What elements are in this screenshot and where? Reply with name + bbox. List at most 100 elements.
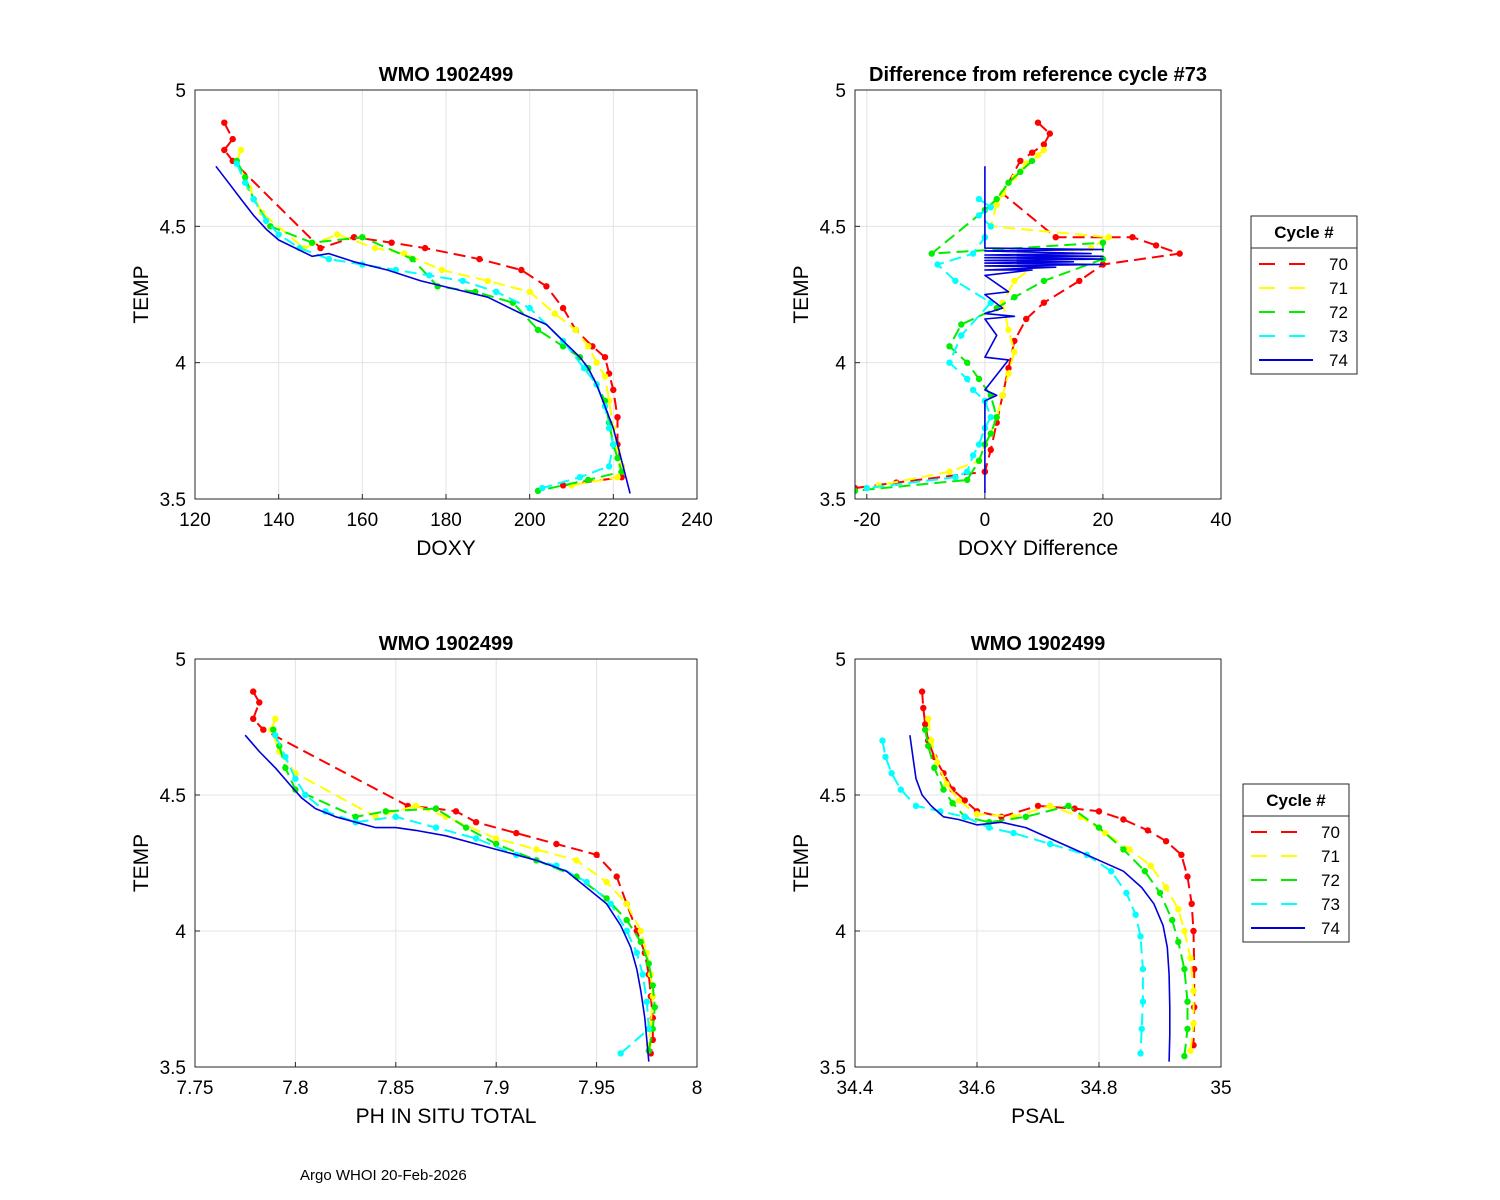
y-tick-label: 3.5 <box>820 1058 846 1079</box>
data-point-cycle-71 <box>1011 277 1018 285</box>
y-tick-label: 5 <box>175 81 186 102</box>
data-point-cycle-70 <box>1095 808 1103 815</box>
data-point-cycle-70 <box>961 797 968 804</box>
data-point-cycle-73 <box>1139 998 1147 1005</box>
data-point-cycle-71 <box>999 392 1006 399</box>
data-point-cycle-71 <box>593 359 600 366</box>
data-point-cycle-72 <box>1005 179 1012 186</box>
data-point-cycle-73 <box>1137 933 1144 940</box>
data-point-cycle-72 <box>649 982 656 989</box>
data-point-cycle-73 <box>1108 868 1115 875</box>
data-point-cycle-73 <box>392 813 399 820</box>
series-line-cycle-70 <box>252 691 654 1054</box>
data-point-cycle-71 <box>526 288 533 295</box>
data-point-cycle-70 <box>1052 234 1059 241</box>
data-point-cycle-72 <box>1120 846 1127 853</box>
data-point-cycle-72 <box>462 824 470 831</box>
data-point-cycle-71 <box>1105 234 1113 241</box>
data-point-cycle-70 <box>1028 149 1036 156</box>
x-tick-label: 160 <box>346 510 378 531</box>
data-point-cycle-71 <box>614 474 621 481</box>
data-point-cycle-73 <box>282 753 289 761</box>
data-point-cycle-72 <box>1184 1025 1191 1033</box>
data-point-cycle-72 <box>585 476 592 484</box>
data-point-cycle-71 <box>1190 987 1197 994</box>
data-point-cycle-70 <box>601 354 609 361</box>
data-point-cycle-71 <box>533 846 540 853</box>
data-point-cycle-70 <box>1162 838 1170 845</box>
legend-label-cycle-70: 70 <box>1321 823 1340 842</box>
data-point-cycle-71 <box>946 468 953 475</box>
data-point-cycle-72 <box>432 805 440 812</box>
data-point-cycle-73 <box>975 212 983 219</box>
x-tick-label: 140 <box>263 510 295 531</box>
y-tick-label: 5 <box>835 81 846 102</box>
data-point-cycle-71 <box>973 810 981 818</box>
data-point-cycle-71 <box>1047 802 1054 810</box>
series-group <box>215 119 631 494</box>
data-point-cycle-71 <box>601 373 609 380</box>
data-point-cycle-73 <box>250 195 257 203</box>
data-point-cycle-71 <box>438 266 445 274</box>
data-point-cycle-71 <box>603 878 610 886</box>
data-point-cycle-72 <box>1181 1052 1188 1060</box>
data-point-cycle-71 <box>585 343 592 350</box>
data-point-cycle-70 <box>221 146 228 154</box>
legend-title: Cycle # <box>1274 223 1334 242</box>
data-point-cycle-72 <box>1184 998 1191 1005</box>
data-point-cycle-72 <box>242 174 249 181</box>
axes-frame <box>194 658 698 1068</box>
data-point-cycle-71 <box>272 715 279 722</box>
legend-label-cycle-71: 71 <box>1321 847 1340 866</box>
y-tick-label: 3.5 <box>160 490 186 511</box>
data-point-cycle-73 <box>975 441 983 448</box>
data-point-cycle-71 <box>1040 146 1048 154</box>
y-tick-label: 4 <box>835 922 846 943</box>
data-point-cycle-70 <box>250 688 257 695</box>
y-tick-label: 5 <box>835 650 846 671</box>
data-point-cycle-70 <box>1034 802 1042 810</box>
data-point-cycle-71 <box>955 797 962 804</box>
data-point-cycle-73 <box>975 195 983 203</box>
data-point-cycle-70 <box>1190 927 1197 935</box>
data-point-cycle-70 <box>1152 242 1160 249</box>
data-point-cycle-73 <box>617 1050 624 1057</box>
data-point-cycle-72 <box>1141 868 1149 875</box>
data-point-cycle-71 <box>1162 884 1170 891</box>
chart-panel-doxy-difference: -20 0 20 40 3.5 4 4.5 5 Difference from referenc… <box>790 64 1358 560</box>
chart-title: Difference from reference cycle #73 <box>869 64 1207 86</box>
data-point-cycle-73 <box>964 468 971 475</box>
data-point-cycle-71 <box>928 737 935 744</box>
data-point-cycle-70 <box>922 721 929 728</box>
data-point-cycle-70 <box>221 119 228 126</box>
data-point-cycle-70 <box>317 244 324 252</box>
x-tick-label: 20 <box>1092 510 1113 531</box>
data-point-cycle-73 <box>961 813 968 820</box>
data-point-cycle-70 <box>543 283 550 290</box>
data-point-cycle-73 <box>964 375 971 383</box>
data-point-cycle-70 <box>553 840 560 848</box>
x-axis-label: PSAL <box>1011 1105 1065 1128</box>
data-point-cycle-71 <box>1190 1020 1197 1027</box>
data-point-cycle-73 <box>1137 1050 1144 1057</box>
y-axis-label: TEMP <box>130 265 153 323</box>
data-point-cycle-70 <box>229 135 236 143</box>
data-point-cycle-71 <box>371 244 379 252</box>
data-point-cycle-71 <box>623 900 630 907</box>
data-point-cycle-71 <box>1011 348 1018 355</box>
data-point-cycle-72 <box>964 359 971 366</box>
data-point-cycle-73 <box>242 179 249 186</box>
chart-panel-psal: 34.4 34.6 34.8 35 3.5 4 4.5 5 WMO 1902499 PSAL TEM… <box>790 633 1350 1128</box>
legend-box <box>1242 783 1350 943</box>
data-point-cycle-70 <box>559 482 567 489</box>
data-point-cycle-73 <box>607 900 614 907</box>
data-point-cycle-72 <box>637 938 644 946</box>
y-tick-label: 5 <box>175 650 186 671</box>
data-point-cycle-72 <box>964 476 971 484</box>
data-point-cycle-73 <box>583 878 590 886</box>
data-point-cycle-72 <box>534 326 542 334</box>
data-point-cycle-73 <box>302 791 309 799</box>
data-point-cycle-70 <box>1046 130 1054 137</box>
data-point-cycle-72 <box>1017 168 1024 175</box>
data-point-cycle-70 <box>1178 851 1185 858</box>
